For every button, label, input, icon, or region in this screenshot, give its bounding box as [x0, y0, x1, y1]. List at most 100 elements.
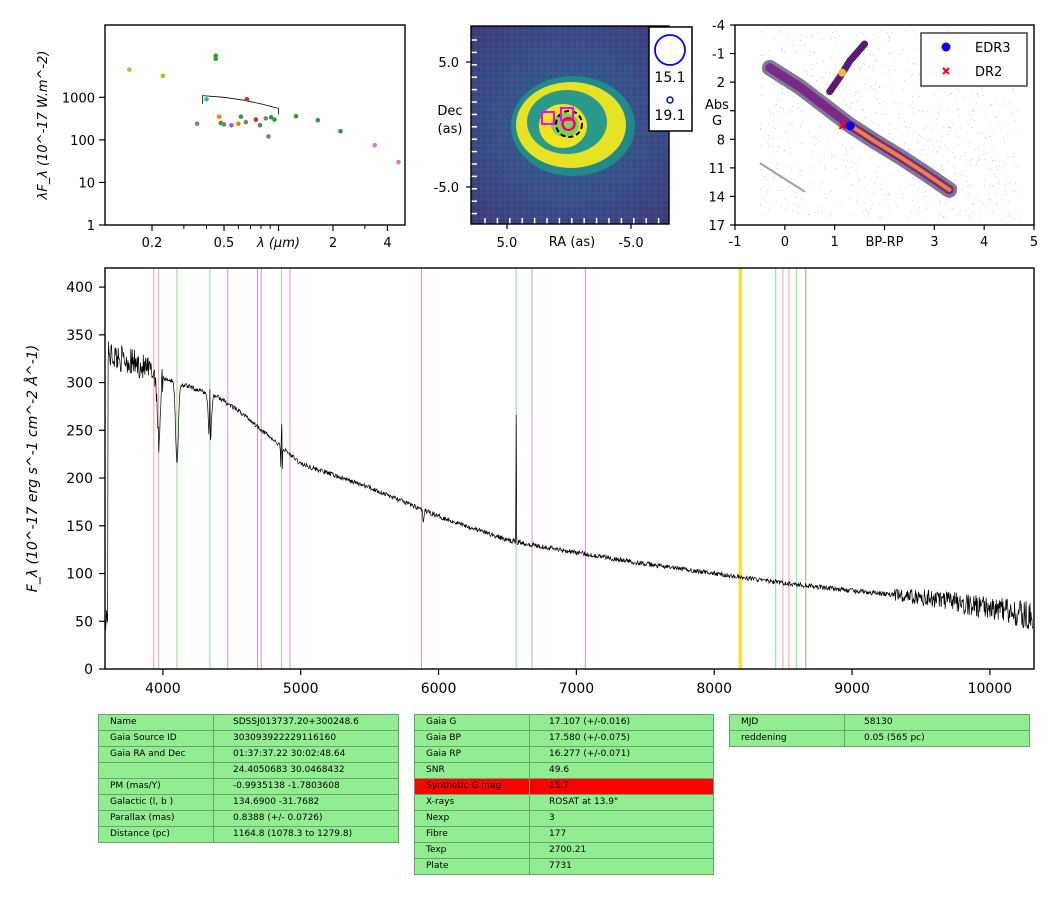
- hr-star: [857, 195, 859, 197]
- hr-star: [798, 106, 800, 108]
- sed-point: [244, 96, 250, 102]
- hr-star: [851, 103, 853, 104]
- hr-star: [994, 173, 996, 174]
- table-value: 1164.8 (1078.3 to 1279.8): [213, 826, 399, 843]
- image-ytick-label: -5.0: [434, 181, 459, 196]
- hr-star: [831, 158, 833, 160]
- hr-star: [983, 154, 985, 155]
- hr-star: [861, 67, 862, 68]
- hr-star: [1014, 93, 1016, 95]
- hr-star: [947, 200, 949, 202]
- hr-legend-label-dr2: DR2: [975, 65, 1002, 80]
- hr-star: [919, 134, 920, 136]
- hr-star: [780, 137, 782, 139]
- hr-star: [990, 199, 992, 201]
- hr-star: [1007, 179, 1009, 181]
- hr-star: [834, 69, 836, 71]
- hr-star: [965, 152, 966, 153]
- hr-star: [862, 146, 864, 147]
- hr-star: [899, 53, 901, 55]
- hr-star: [875, 112, 877, 113]
- hr-star: [1012, 88, 1014, 90]
- hr-star: [937, 150, 939, 152]
- hr-star: [791, 68, 793, 70]
- hr-star: [855, 89, 857, 91]
- table-value: 134.6900 -31.7682: [213, 794, 399, 811]
- hr-star: [794, 193, 796, 195]
- hr-star: [980, 207, 981, 209]
- hr-star: [781, 31, 783, 33]
- hr-star: [950, 127, 952, 129]
- hr-star: [834, 154, 836, 155]
- hr-star: [856, 93, 858, 95]
- hr-star: [791, 127, 793, 129]
- hr-star: [789, 62, 791, 64]
- hr-star: [970, 159, 972, 161]
- hr-star: [960, 155, 962, 157]
- table-value: 2700.21: [529, 842, 714, 859]
- hr-star: [956, 136, 958, 138]
- hr-star: [927, 153, 929, 155]
- hr-star: [995, 116, 997, 118]
- target-circle: [555, 110, 583, 138]
- hr-star: [989, 202, 991, 204]
- spectrum-xtick-label: 10000: [968, 681, 1013, 697]
- hr-star: [959, 172, 961, 174]
- hr-star: [930, 111, 932, 113]
- hr-star: [956, 88, 958, 90]
- hr-star: [943, 216, 945, 218]
- hr-star: [937, 112, 939, 114]
- hr-star: [759, 129, 761, 130]
- hr-star: [1013, 156, 1014, 158]
- hr-star: [882, 129, 884, 131]
- hr-star: [937, 118, 938, 120]
- hr-star: [814, 52, 815, 54]
- hr-star: [952, 152, 954, 153]
- hr-star: [814, 137, 815, 139]
- hr-star: [898, 114, 900, 115]
- hr-star: [939, 89, 941, 91]
- hr-star: [951, 92, 952, 94]
- hr-star: [941, 194, 943, 196]
- hr-star: [785, 131, 787, 133]
- hr-star: [990, 124, 992, 126]
- hr-ylabel: Abs: [705, 98, 729, 113]
- hr-star: [831, 213, 832, 215]
- hr-star: [943, 204, 945, 206]
- sed-xtick-label: λ (μm): [256, 236, 300, 251]
- hr-star: [845, 173, 847, 174]
- hr-star: [862, 33, 864, 35]
- hr-star: [799, 206, 801, 207]
- hr-star: [951, 122, 953, 124]
- hr-star: [893, 81, 895, 83]
- hr-star: [882, 86, 884, 88]
- hr-star: [835, 65, 836, 67]
- table-key: SNR: [414, 762, 530, 779]
- spectrum-frame: [104, 267, 1035, 670]
- hr-star: [962, 189, 964, 191]
- hr-star: [759, 205, 761, 206]
- hr-star: [816, 62, 818, 64]
- hr-star: [772, 120, 774, 122]
- hr-star: [783, 150, 785, 152]
- hr-star: [941, 103, 943, 105]
- hr-star: [907, 132, 909, 134]
- hr-star: [781, 88, 783, 89]
- hr-star: [1013, 165, 1015, 167]
- hr-star: [1011, 112, 1013, 114]
- hr-star: [934, 167, 936, 169]
- sed-point: [194, 121, 200, 126]
- hr-star: [763, 176, 765, 178]
- spectrum-ytick-label: 400: [66, 280, 93, 296]
- table-key: PM (mas/Y): [98, 778, 214, 795]
- hr-star: [901, 103, 902, 105]
- hr-star: [957, 144, 959, 146]
- hr-star: [864, 117, 866, 119]
- hr-star: [799, 126, 801, 128]
- hr-star: [974, 148, 976, 150]
- hr-star: [971, 118, 973, 120]
- hr-star: [912, 63, 914, 65]
- hr-star: [810, 34, 812, 36]
- sed-ytick-label: 1: [87, 219, 95, 234]
- hr-star: [789, 110, 791, 112]
